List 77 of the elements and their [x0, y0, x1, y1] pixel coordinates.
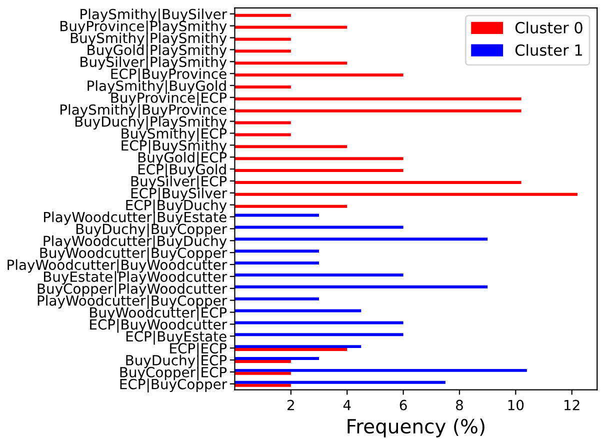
- x-axis-title: Frequency (%): [348, 418, 484, 438]
- legend-label: Cluster 0: [515, 22, 582, 34]
- bar: [234, 309, 362, 312]
- x-tick-label: 6: [400, 400, 407, 410]
- bar: [234, 372, 291, 375]
- y-tick-label: PlayWoodcutter|BuyWoodcutter: [8, 259, 228, 274]
- bar: [234, 360, 291, 363]
- y-tick-label: ECP|BuySmithy: [122, 140, 227, 154]
- bar: [234, 62, 348, 65]
- bar: [234, 192, 578, 196]
- y-tick-label: BuyGold|ECP: [138, 152, 227, 166]
- bar: [234, 74, 404, 77]
- y-tick-label: BuyDuchy|PlaySmithy: [75, 116, 227, 130]
- y-tick-label: PlaySmithy|BuyProvince: [60, 104, 226, 118]
- y-tick-label: ECP|BuyEstate: [126, 330, 226, 345]
- y-tick-label: BuyCopper|ECP: [120, 366, 227, 381]
- bar: [234, 250, 320, 253]
- y-tick-label: PlayWoodcutter|BuyCopper: [38, 295, 228, 309]
- y-tick-label: BuySmithy|ECP: [122, 128, 227, 142]
- bar: [234, 226, 404, 229]
- y-tick-label: BuyGold|PlaySmithy: [88, 44, 227, 58]
- y-tick-label: BuyWoodcutter|BuyCopper: [40, 247, 228, 262]
- y-tick-label: ECP|BuyProvince: [111, 68, 226, 82]
- y-tick-label: ECP|BuyWoodcutter: [90, 318, 228, 333]
- y-tick-label: PlaySmithy|BuyGold: [88, 80, 226, 94]
- y-tick-label: ECP|BuyCopper: [120, 378, 228, 392]
- x-tick-label: 8: [456, 400, 463, 410]
- bar: [234, 214, 320, 217]
- y-tick-label: BuyCopper|PlayWoodcutter: [38, 283, 228, 297]
- y-tick-label: PlaySmithy|BuySilver: [80, 8, 228, 22]
- bar: [234, 14, 291, 17]
- bar: [234, 380, 446, 384]
- bar: [234, 321, 404, 324]
- bar: [234, 121, 291, 124]
- y-tick-label: BuySmithy|PlaySmithy: [70, 32, 227, 46]
- y-tick-label: PlayWoodcutter|BuyDuchy: [44, 235, 227, 250]
- bar: [234, 157, 404, 160]
- x-tick-label: 2: [288, 400, 294, 410]
- y-tick-label: BuySilver|PlaySmithy: [80, 56, 227, 70]
- bar: [234, 285, 488, 288]
- x-tick-label: 12: [564, 400, 580, 410]
- y-tick-label: ECP|BuyGold: [138, 164, 226, 178]
- bar: [234, 85, 291, 88]
- bar: [234, 169, 404, 172]
- bar: [234, 204, 348, 208]
- bar: [234, 333, 404, 336]
- bar: [234, 273, 404, 276]
- y-tick-label: ECP|BuySilver: [131, 188, 228, 202]
- bar: [234, 262, 320, 265]
- bar: [234, 109, 522, 112]
- bar: [234, 384, 291, 387]
- bar: [234, 38, 291, 41]
- bar: [234, 26, 348, 29]
- bar: [234, 357, 320, 360]
- y-tick-label: BuyProvince|ECP: [111, 92, 227, 106]
- y-tick-label: BuyDuchy|ECP: [126, 354, 227, 369]
- bar: [234, 50, 291, 53]
- bar: [234, 345, 362, 348]
- bar: [234, 133, 291, 136]
- y-tick-label: BuyDuchy|BuyCopper: [76, 223, 228, 238]
- bar: [234, 348, 348, 352]
- legend-label: Cluster 1: [515, 44, 582, 56]
- y-tick-label: BuyProvince|PlaySmithy: [60, 20, 227, 34]
- y-tick-label: PlayWoodcutter|BuyEstate: [44, 211, 226, 226]
- y-tick-label: ECP|ECP: [170, 342, 227, 357]
- bar: [234, 180, 522, 184]
- bar: [234, 145, 348, 148]
- x-tick-label: 4: [343, 400, 351, 410]
- bar: [234, 297, 320, 300]
- y-tick-label: BuyWoodcutter|ECP: [90, 306, 227, 321]
- x-tick-label: 10: [508, 400, 524, 410]
- bar: [234, 238, 488, 241]
- y-tick-label: BuySilver|ECP: [131, 176, 227, 190]
- y-tick-label: ECP|BuyDuchy: [126, 200, 227, 214]
- bar: [234, 368, 527, 372]
- y-tick-label: BuyEstate|PlayWoodcutter: [44, 271, 228, 286]
- bar: [234, 97, 522, 100]
